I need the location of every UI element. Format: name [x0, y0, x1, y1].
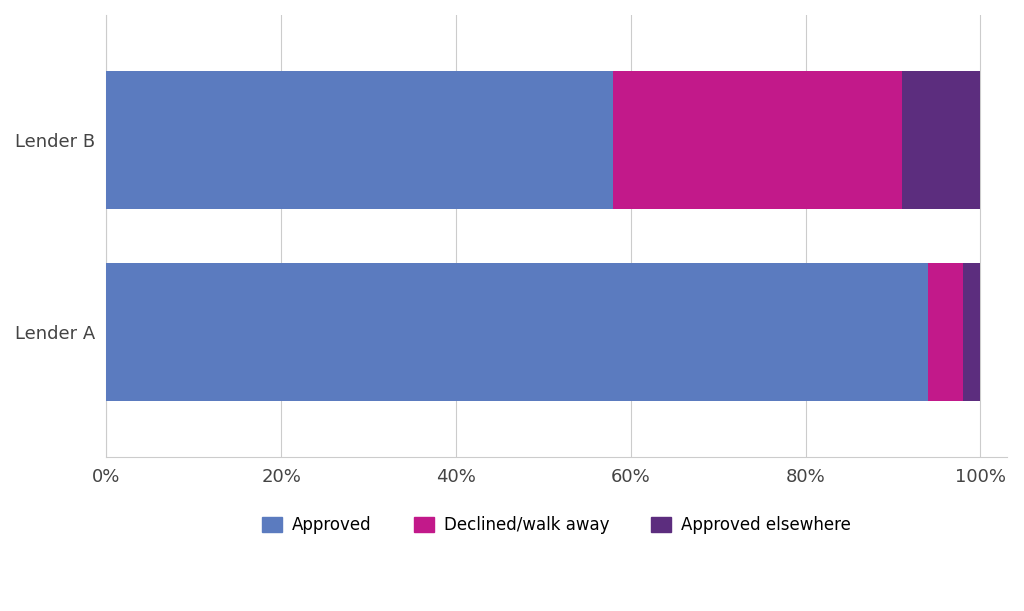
Bar	[928, 263, 963, 401]
Bar	[106, 71, 613, 209]
Bar	[963, 263, 980, 401]
Bar	[106, 263, 928, 401]
Bar	[902, 71, 980, 209]
Legend: Approved, Declined/walk away, Approved elsewhere: Approved, Declined/walk away, Approved e…	[256, 510, 857, 541]
Bar	[613, 71, 902, 209]
